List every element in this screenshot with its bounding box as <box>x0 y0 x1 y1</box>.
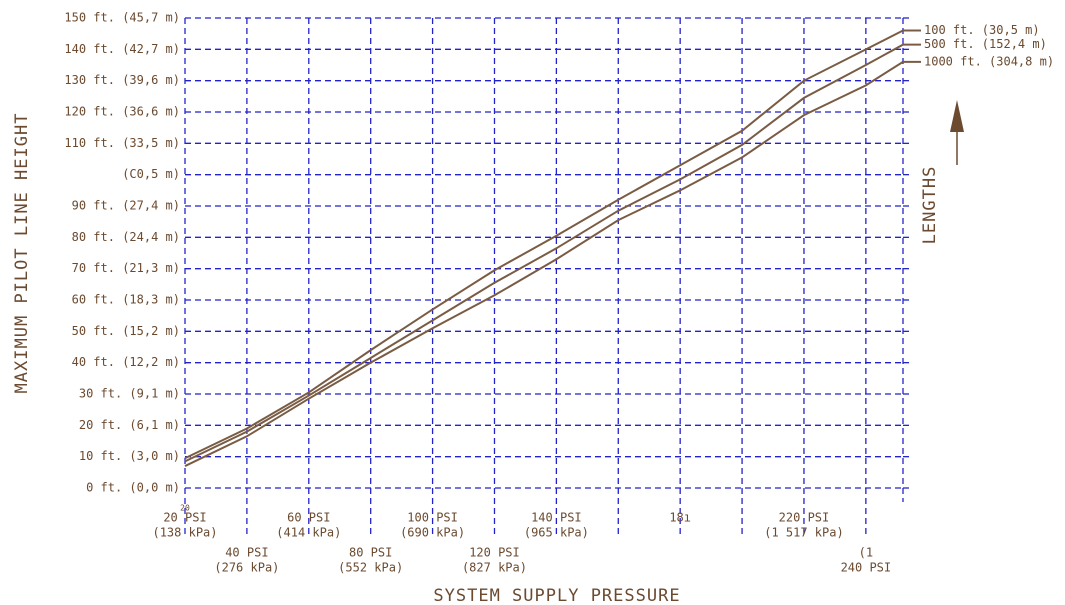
x-axis-label: SYSTEM SUPPLY PRESSURE <box>433 586 680 605</box>
x-tick-label: 120 PSI <box>469 546 520 560</box>
x-tick-label: (1 <box>859 546 873 560</box>
y-tick-label: 110 ft. (33,5 m) <box>64 136 180 150</box>
x-tick-label: (552 kPa) <box>338 561 403 575</box>
x-tick-label: (965 kPa) <box>524 526 589 540</box>
x-tick-label: 240 PSI <box>841 561 892 575</box>
x-tick-label: (827 kPa) <box>462 561 527 575</box>
y-tick-label: 130 ft. (39,6 m) <box>64 73 180 87</box>
legend-label: 100 ft. (30,5 m) <box>924 23 1040 37</box>
series-line <box>184 61 904 467</box>
x-tick-label: 20 PSI <box>163 511 206 525</box>
x-tick-label: (414 kPa) <box>276 526 341 540</box>
y-tick-label: 40 ft. (12,2 m) <box>72 355 180 369</box>
legend-arrow-head <box>950 100 964 132</box>
y-tick-label: 50 ft. (15,2 m) <box>72 324 180 338</box>
y-tick-label: 0 ft. (0,0 m) <box>86 481 180 495</box>
series-line <box>184 43 904 463</box>
x-tick-label: 100 PSI <box>407 511 458 525</box>
y-tick-label: 150 ft. (45,7 m) <box>64 11 180 25</box>
series-line <box>184 29 904 460</box>
y-tick-label: 80 ft. (24,4 m) <box>72 230 180 244</box>
x-tick-label: 40 PSI <box>225 546 268 560</box>
x-tick-label: (690 kPa) <box>400 526 465 540</box>
y-tick-label: 60 ft. (18,3 m) <box>72 293 180 307</box>
x-tick-label: (138 kPa) <box>152 526 217 540</box>
legend-label: 500 ft. (152,4 m) <box>924 37 1047 51</box>
x-tick-label: (1 517 kPa) <box>764 526 843 540</box>
y-tick-label: 90 ft. (27,4 m) <box>72 199 180 213</box>
x-tick-label: 140 PSI <box>531 511 582 525</box>
y-tick-label: 120 ft. (36,6 m) <box>64 105 180 119</box>
x-tick-label: 60 PSI <box>287 511 330 525</box>
x-tick-label: 220 PSI <box>779 511 830 525</box>
x-tick-label: 80 PSI <box>349 546 392 560</box>
x-tick-label: 18ı <box>669 511 691 525</box>
legend-label: 1000 ft. (304,8 m) <box>924 54 1054 68</box>
y-tick-label: 140 ft. (42,7 m) <box>64 42 180 56</box>
y-tick-label: 10 ft. (3,0 m) <box>79 449 180 463</box>
x-tick-label: (276 kPa) <box>214 561 279 575</box>
y-tick-label: 20 ft. (6,1 m) <box>79 418 180 432</box>
legend-title: LENGTHS <box>920 166 940 245</box>
annotation: 20 <box>180 504 190 513</box>
y-axis-label: MAXIMUM PILOT LINE HEIGHT <box>12 113 32 394</box>
y-tick-label: 70 ft. (21,3 m) <box>72 261 180 275</box>
y-tick-label: 30 ft. (9,1 m) <box>79 387 180 401</box>
y-tick-label: (C0,5 m) <box>122 167 180 181</box>
